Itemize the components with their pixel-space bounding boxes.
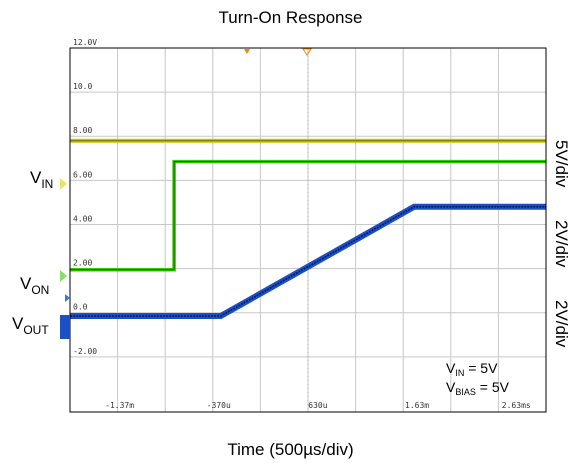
trigger-position-icon [302, 48, 312, 56]
annotation-vin: VIN = 5V [446, 360, 498, 378]
vin-label: VIN [30, 168, 53, 191]
y-tick-label: 12.0V [73, 38, 97, 47]
y-tick-label: 0.0 [73, 303, 88, 312]
vout-scale-label: 2V/div [552, 300, 571, 348]
ground-arrow-icon [65, 294, 70, 302]
chart-title: Turn-On Response [218, 8, 363, 27]
annotation-vbias: VBIAS = 5V [446, 379, 510, 397]
y-tick-label: 4.00 [73, 214, 92, 223]
x-tick-label: -370u [207, 401, 231, 410]
series-line-edge [70, 161, 546, 271]
von-scale-label: 2V/div [552, 220, 571, 268]
y-tick-label: 2.00 [73, 259, 92, 268]
von-channel-marker-icon [60, 270, 67, 282]
vout-label: VOUT [12, 314, 49, 337]
vin-channel-marker-icon [60, 178, 67, 190]
x-tick-label: 2.63ms [502, 401, 531, 410]
series-line-edge [70, 206, 546, 317]
vin-scale-label: 5V/div [552, 140, 571, 188]
von-label: VON [20, 274, 49, 297]
x-tick-label: 630u [308, 401, 327, 410]
x-tick-label: -1.37m [105, 401, 134, 410]
x-tick-label: 1.63m [405, 401, 429, 410]
plot-frame [69, 47, 547, 413]
x-axis-label: Time (500µs/div) [227, 440, 354, 459]
y-tick-label: 6.00 [73, 170, 92, 179]
y-tick-label: 10.0 [73, 82, 92, 91]
y-tick-label: 8.00 [73, 126, 92, 135]
y-tick-label: -2.00 [73, 347, 97, 356]
trigger-marker-icon [244, 49, 250, 54]
vout-channel-marker-icon [60, 315, 70, 339]
